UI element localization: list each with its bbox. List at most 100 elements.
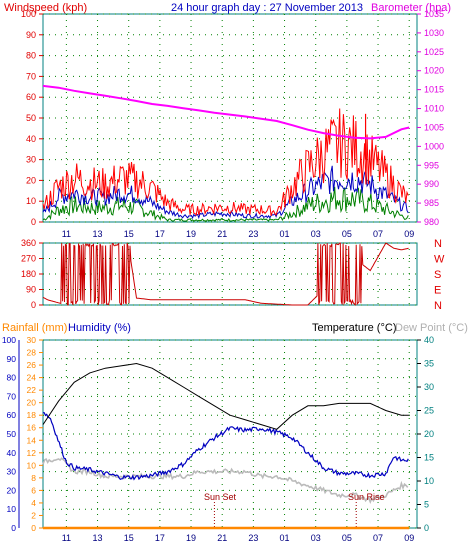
temperature-axis-title: Temperature (°C) (312, 322, 396, 334)
temp-y-label: 30 (424, 382, 434, 392)
temp-y-label: 40 (424, 335, 434, 345)
x-tick-label-bottom: 21 (217, 533, 227, 543)
x-tick-label-top: 17 (155, 229, 165, 239)
dir-y-label: 270 (21, 254, 36, 264)
barometer-axis-title: Barometer (hpa) (371, 2, 451, 14)
rain-y-label: 0 (31, 523, 36, 533)
compass-label: N (434, 300, 442, 312)
x-tick-label-top: 11 (62, 229, 71, 239)
humidity-y-label: 20 (7, 485, 17, 495)
baro-y-label: 1005 (424, 122, 444, 132)
wind-y-label: 40 (26, 134, 36, 144)
x-tick-label-bottom: 07 (373, 533, 383, 543)
compass-label: W (434, 254, 445, 266)
wind-y-label: 90 (26, 30, 36, 40)
compass-label: S (434, 269, 441, 281)
sunset-label: Sun Set (204, 492, 237, 502)
wind-y-label: 0 (31, 217, 36, 227)
temperature-line (42, 362, 410, 430)
x-tick-label-bottom: 01 (280, 533, 290, 543)
baro-y-label: 1030 (424, 28, 444, 38)
x-tick-label-bottom: 23 (248, 533, 258, 543)
wind-y-label: 100 (21, 9, 36, 19)
rainfall-axis-title: Rainfall (mm) (2, 322, 67, 334)
wind-direction-line (42, 242, 409, 306)
humidity-y-label: 60 (7, 410, 17, 420)
rain-y-label: 12 (27, 448, 37, 458)
x-tick-label-bottom: 09 (404, 533, 414, 543)
humidity-y-label: 80 (7, 373, 17, 383)
x-tick-label-bottom: 15 (124, 533, 134, 543)
baro-y-label: 980 (424, 217, 439, 227)
baro-y-label: 1020 (424, 66, 444, 76)
rain-y-label: 10 (27, 460, 37, 470)
rain-y-label: 8 (31, 473, 36, 483)
baro-y-label: 1015 (424, 85, 444, 95)
wind-y-label: 30 (26, 155, 36, 165)
wind-low-line (42, 186, 409, 222)
x-tick-label-top: 03 (311, 229, 321, 239)
x-tick-label-bottom: 19 (186, 533, 196, 543)
wind-gust-line (42, 108, 409, 217)
rain-y-label: 4 (31, 498, 36, 508)
dir-y-label: 0 (31, 300, 36, 310)
axes-layer: 1111131315151717191921212323010103030505… (2, 9, 445, 543)
rain-y-label: 20 (27, 398, 37, 408)
wind-y-label: 20 (26, 175, 36, 185)
dir-y-label: 180 (21, 269, 36, 279)
dir-y-label: 360 (21, 238, 36, 248)
x-tick-label-top: 13 (93, 229, 103, 239)
humidity-y-label: 10 (7, 504, 17, 514)
x-tick-label-top: 15 (124, 229, 134, 239)
rain-y-label: 22 (27, 385, 37, 395)
humidity-y-label: 100 (2, 335, 16, 345)
humidity-y-label: 40 (7, 448, 17, 458)
humidity-y-label: 70 (7, 391, 17, 401)
wind-y-label: 60 (26, 92, 36, 102)
baro-y-label: 1025 (424, 47, 444, 57)
temp-y-label: 35 (424, 359, 434, 369)
grid-layer (43, 13, 417, 529)
temp-y-label: 10 (424, 476, 434, 486)
sunrise-label: Sun Rise (348, 492, 385, 502)
baro-y-label: 1035 (424, 9, 444, 19)
compass-label: E (434, 285, 441, 297)
rain-y-label: 26 (27, 360, 37, 370)
dewpoint-axis-title: Dew Point (°C) (395, 322, 468, 334)
wind-y-label: 80 (26, 51, 36, 61)
temp-y-label: 0 (424, 523, 429, 533)
baro-y-label: 1000 (424, 141, 444, 151)
humidity-y-label: 90 (7, 354, 17, 364)
baro-y-label: 985 (424, 198, 439, 208)
barometer-line (42, 84, 410, 140)
humidity-y-label: 0 (11, 523, 16, 533)
humidity-axis-title: Humidity (%) (68, 322, 131, 334)
baro-y-label: 995 (424, 160, 439, 170)
dewpoint-line (42, 457, 409, 505)
x-tick-label-top: 09 (404, 229, 414, 239)
x-tick-label-top: 05 (342, 229, 352, 239)
x-tick-label-bottom: 03 (311, 533, 321, 543)
baro-y-label: 1010 (424, 104, 444, 114)
rain-y-label: 2 (31, 510, 36, 520)
rain-y-label: 28 (27, 348, 37, 358)
rain-y-label: 24 (27, 373, 37, 383)
x-tick-label-top: 19 (186, 229, 196, 239)
rain-y-label: 6 (31, 485, 36, 495)
x-tick-label-bottom: 17 (155, 533, 165, 543)
x-tick-label-bottom: 11 (62, 533, 71, 543)
dir-y-label: 90 (26, 285, 36, 295)
temp-y-label: 15 (424, 453, 434, 463)
rain-y-label: 30 (27, 335, 37, 345)
x-tick-label-top: 01 (280, 229, 290, 239)
rain-y-label: 16 (27, 423, 37, 433)
x-tick-label-top: 23 (248, 229, 258, 239)
wind-y-label: 10 (26, 196, 36, 206)
wind-y-label: 70 (26, 71, 36, 81)
x-tick-label-bottom: 13 (93, 533, 103, 543)
baro-y-label: 990 (424, 179, 439, 189)
wind-y-label: 50 (26, 113, 36, 123)
compass-label: N (434, 238, 442, 250)
x-tick-label-top: 07 (373, 229, 383, 239)
